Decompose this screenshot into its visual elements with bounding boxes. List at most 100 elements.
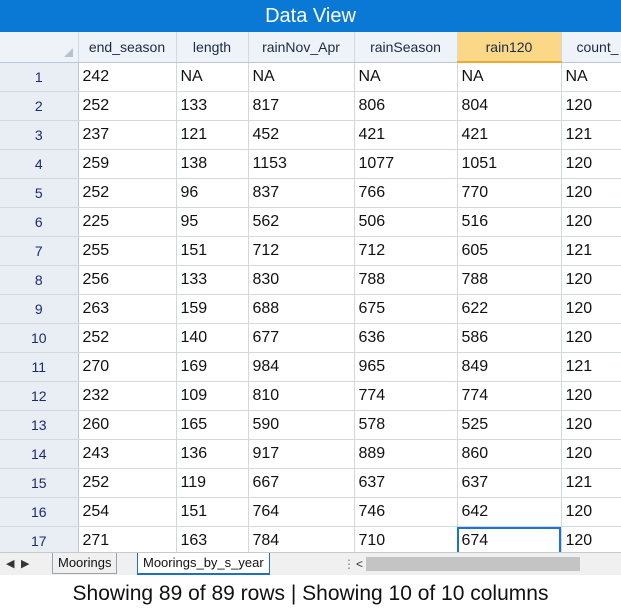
cell-rainnov-apr[interactable]: 784 (248, 526, 355, 552)
cell-length[interactable]: 163 (176, 526, 249, 552)
cell-rainnov-apr[interactable]: 562 (248, 207, 355, 237)
cell-count[interactable]: 121 (561, 352, 621, 382)
row-header[interactable]: 13 (0, 410, 79, 440)
cell-rainseason[interactable]: 774 (354, 381, 458, 411)
cell-end-season[interactable]: 252 (78, 91, 177, 121)
cell-rainnov-apr[interactable]: 837 (248, 178, 355, 208)
cell-rainseason[interactable]: 766 (354, 178, 458, 208)
cell-rain120[interactable]: 421 (457, 120, 562, 150)
tab-moorings-by-s-year[interactable]: Moorings_by_s_year (137, 553, 270, 575)
tab-moorings[interactable]: Moorings (52, 553, 118, 574)
cell-count[interactable]: 121 (561, 120, 621, 150)
cell-end-season[interactable]: 252 (78, 178, 177, 208)
cell-rainnov-apr[interactable]: 452 (248, 120, 355, 150)
cell-end-season[interactable]: 242 (78, 62, 177, 92)
row-header[interactable]: 12 (0, 381, 79, 411)
cell-rain120[interactable]: 586 (457, 323, 562, 353)
cell-rainseason[interactable]: 637 (354, 468, 458, 498)
cell-rainnov-apr[interactable]: 712 (248, 236, 355, 266)
cell-rain120[interactable]: 637 (457, 468, 562, 498)
column-header-count[interactable]: count_ (561, 32, 621, 63)
column-header-end-season[interactable]: end_season (78, 32, 177, 63)
cell-length[interactable]: 109 (176, 381, 249, 411)
cell-length[interactable]: 133 (176, 265, 249, 295)
cell-rainseason[interactable]: 712 (354, 236, 458, 266)
cell-rainnov-apr[interactable]: 764 (248, 497, 355, 527)
cell-length[interactable]: 138 (176, 149, 249, 179)
cell-rainseason[interactable]: 788 (354, 265, 458, 295)
cell-end-season[interactable]: 252 (78, 468, 177, 498)
horizontal-scrollbar-thumb[interactable] (366, 557, 580, 571)
cell-end-season[interactable]: 263 (78, 294, 177, 324)
row-header[interactable]: 3 (0, 120, 79, 150)
cell-length[interactable]: 151 (176, 497, 249, 527)
cell-rainseason[interactable]: 965 (354, 352, 458, 382)
cell-count[interactable]: 120 (561, 149, 621, 179)
cell-rain120[interactable]: 525 (457, 410, 562, 440)
cell-length[interactable]: 119 (176, 468, 249, 498)
row-header[interactable]: 14 (0, 439, 79, 469)
row-header[interactable]: 4 (0, 149, 79, 179)
cell-end-season[interactable]: 260 (78, 410, 177, 440)
cell-count[interactable]: 121 (561, 468, 621, 498)
cell-rainseason[interactable]: 889 (354, 439, 458, 469)
cell-count[interactable]: 120 (561, 439, 621, 469)
row-header[interactable]: 15 (0, 468, 79, 498)
cell-end-season[interactable]: 256 (78, 265, 177, 295)
scroll-left-icon[interactable]: < (356, 557, 364, 571)
cell-length[interactable]: 151 (176, 236, 249, 266)
cell-rain120[interactable]: 622 (457, 294, 562, 324)
column-header-length[interactable]: length (176, 32, 249, 63)
cell-count[interactable]: 120 (561, 323, 621, 353)
cell-rainnov-apr[interactable]: 667 (248, 468, 355, 498)
cell-rain120[interactable]: 804 (457, 91, 562, 121)
cell-end-season[interactable]: 237 (78, 120, 177, 150)
cell-rain120[interactable]: 860 (457, 439, 562, 469)
cell-rainseason[interactable]: 578 (354, 410, 458, 440)
cell-rainnov-apr[interactable]: 810 (248, 381, 355, 411)
cell-rain120[interactable]: 642 (457, 497, 562, 527)
data-grid[interactable]: end_season length rainNov_Apr rainSeason… (0, 32, 621, 552)
cell-count[interactable]: 120 (561, 381, 621, 411)
cell-count[interactable]: 120 (561, 294, 621, 324)
cell-rainseason[interactable]: 675 (354, 294, 458, 324)
cell-rainnov-apr[interactable]: 830 (248, 265, 355, 295)
cell-count[interactable]: 120 (561, 497, 621, 527)
cell-end-season[interactable]: 232 (78, 381, 177, 411)
cell-rainnov-apr[interactable]: NA (248, 62, 355, 92)
cell-end-season[interactable]: 225 (78, 207, 177, 237)
cell-rain120[interactable]: 605 (457, 236, 562, 266)
cell-rain120[interactable]: 516 (457, 207, 562, 237)
cell-rain120[interactable]: 674 (457, 526, 562, 552)
cell-count[interactable]: NA (561, 62, 621, 92)
cell-count[interactable]: 121 (561, 236, 621, 266)
cell-rainseason[interactable]: 1077 (354, 149, 458, 179)
cell-rainseason[interactable]: 746 (354, 497, 458, 527)
cell-length[interactable]: 136 (176, 439, 249, 469)
row-header[interactable]: 9 (0, 294, 79, 324)
cell-end-season[interactable]: 252 (78, 323, 177, 353)
row-header[interactable]: 11 (0, 352, 79, 382)
cell-count[interactable]: 120 (561, 526, 621, 552)
row-header[interactable]: 7 (0, 236, 79, 266)
cell-rain120[interactable]: 849 (457, 352, 562, 382)
cell-rainnov-apr[interactable]: 984 (248, 352, 355, 382)
cell-rainseason[interactable]: 421 (354, 120, 458, 150)
cell-count[interactable]: 120 (561, 91, 621, 121)
cell-rainnov-apr[interactable]: 688 (248, 294, 355, 324)
cell-rainnov-apr[interactable]: 917 (248, 439, 355, 469)
row-header[interactable]: 8 (0, 265, 79, 295)
cell-rainnov-apr[interactable]: 677 (248, 323, 355, 353)
cell-rain120[interactable]: 770 (457, 178, 562, 208)
cell-rain120[interactable]: NA (457, 62, 562, 92)
column-header-rainnov-apr[interactable]: rainNov_Apr (248, 32, 355, 63)
row-header[interactable]: 5 (0, 178, 79, 208)
select-all-corner[interactable] (0, 32, 79, 63)
cell-length[interactable]: 140 (176, 323, 249, 353)
row-header[interactable]: 17 (0, 526, 79, 552)
tab-splitter-handle[interactable]: ⋮ (343, 557, 355, 571)
column-header-rain120[interactable]: rain120 (457, 32, 562, 63)
cell-end-season[interactable]: 255 (78, 236, 177, 266)
cell-length[interactable]: 165 (176, 410, 249, 440)
row-header[interactable]: 6 (0, 207, 79, 237)
